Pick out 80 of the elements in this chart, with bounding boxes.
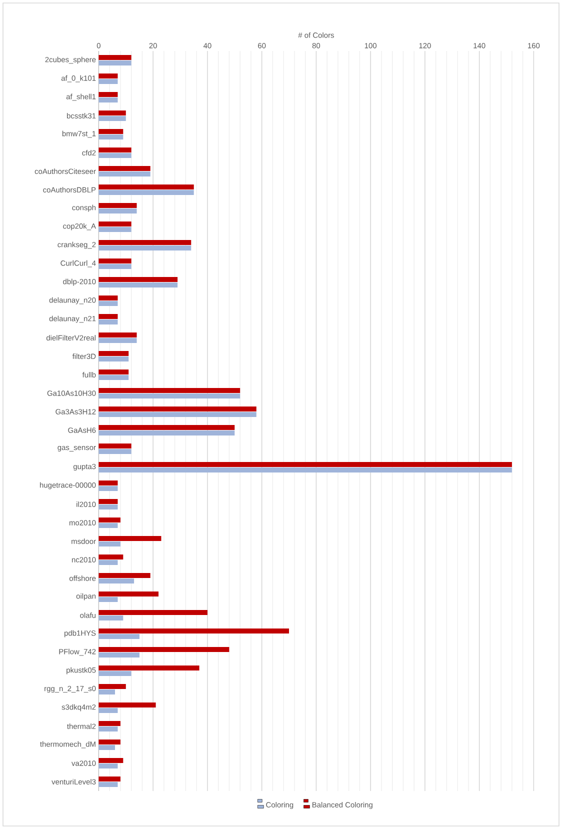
bar	[98, 412, 256, 417]
bar	[98, 542, 120, 546]
bar	[98, 320, 118, 324]
bar	[98, 536, 162, 541]
bar	[98, 690, 116, 694]
bar	[98, 425, 235, 430]
bar	[98, 129, 124, 134]
bar	[98, 666, 200, 670]
bar	[98, 518, 120, 522]
bar	[98, 554, 124, 560]
bar	[98, 444, 132, 448]
bar	[98, 296, 118, 300]
bar	[98, 726, 118, 732]
bar	[98, 480, 118, 486]
bar	[98, 740, 120, 744]
bar	[98, 560, 118, 565]
bar	[98, 208, 137, 214]
bar	[98, 721, 120, 726]
bar	[98, 499, 118, 504]
bar	[98, 110, 126, 116]
bar	[98, 184, 194, 190]
bar	[98, 504, 118, 510]
bar	[98, 116, 126, 121]
bar	[98, 597, 118, 602]
bar	[98, 356, 129, 362]
bar	[98, 708, 118, 713]
bar	[98, 523, 118, 528]
bar	[98, 203, 137, 208]
bar	[98, 462, 512, 467]
bar	[98, 671, 132, 676]
bar	[98, 573, 150, 578]
bar	[98, 301, 118, 306]
bar	[98, 652, 140, 658]
bar	[98, 592, 159, 596]
bar	[98, 449, 132, 454]
bar	[98, 166, 150, 171]
bar	[98, 758, 124, 763]
bar	[98, 486, 118, 491]
bar	[98, 578, 134, 584]
bar	[98, 134, 124, 140]
bar	[98, 282, 178, 288]
bar	[98, 745, 116, 750]
bar	[98, 375, 129, 380]
bar	[98, 468, 512, 472]
bar	[98, 148, 132, 152]
bar	[98, 190, 194, 195]
bar	[98, 647, 230, 652]
bar	[98, 240, 192, 245]
bar	[98, 610, 208, 615]
bar	[98, 227, 132, 232]
bar	[98, 351, 129, 356]
bar	[98, 74, 118, 78]
bar	[98, 406, 256, 412]
bar	[98, 264, 132, 269]
bar	[98, 55, 132, 60]
bar	[98, 222, 132, 226]
bar	[98, 98, 118, 102]
bar	[98, 702, 156, 708]
bar	[98, 764, 118, 768]
bar	[98, 388, 240, 393]
bar	[98, 628, 290, 634]
bar	[98, 92, 118, 97]
bar	[98, 776, 120, 782]
bar	[98, 634, 140, 639]
bar	[98, 172, 150, 176]
bar	[98, 277, 178, 282]
bar	[98, 338, 137, 343]
bar	[98, 782, 118, 787]
bar	[98, 616, 124, 620]
bar	[98, 394, 240, 398]
bar	[98, 246, 192, 250]
bar	[98, 258, 132, 264]
bar	[98, 684, 126, 689]
bar	[98, 370, 129, 374]
bar	[98, 430, 235, 436]
bar	[98, 79, 118, 84]
bar	[98, 60, 132, 66]
bar	[98, 332, 137, 338]
bar	[98, 153, 132, 158]
bar	[98, 314, 118, 319]
